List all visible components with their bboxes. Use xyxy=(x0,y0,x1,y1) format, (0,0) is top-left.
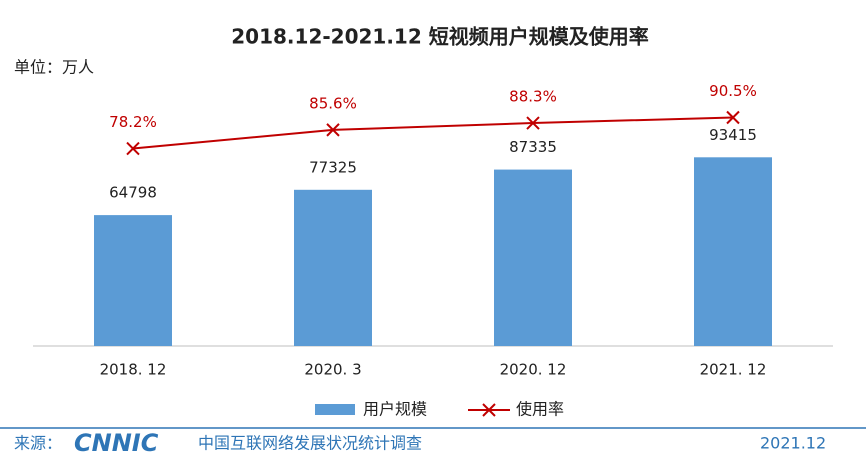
x-tick-label: 2020. 12 xyxy=(500,361,567,379)
bar-value-label: 93415 xyxy=(709,126,757,144)
rate-marker xyxy=(326,123,340,137)
source-label: 来源： xyxy=(14,434,62,453)
x-tick-label: 2018. 12 xyxy=(100,361,167,379)
bar xyxy=(94,215,172,346)
bar xyxy=(294,189,372,346)
rate-marker xyxy=(526,116,540,130)
x-tick-label: 2020. 3 xyxy=(304,361,361,379)
bar-value-label: 77325 xyxy=(309,158,357,176)
x-tick-label: 2021. 12 xyxy=(700,361,767,379)
bar-value-label: 64798 xyxy=(109,184,157,202)
chart-title: 2018.12-2021.12 短视频用户规模及使用率 xyxy=(231,25,648,49)
legend-marker xyxy=(482,403,496,417)
source-logo: CNNIC xyxy=(74,429,159,457)
rate-value-label: 85.6% xyxy=(309,94,357,112)
rate-line xyxy=(132,116,734,150)
rate-value-label: 90.5% xyxy=(709,82,757,100)
footer-date: 2021.12 xyxy=(760,434,826,453)
rate-value-label: 88.3% xyxy=(509,88,557,106)
unit-label: 单位：万人 xyxy=(14,58,94,77)
legend-label: 用户规模 xyxy=(363,400,427,419)
bar xyxy=(694,157,772,346)
rate-value-label: 78.2% xyxy=(109,113,157,131)
bar-value-label: 87335 xyxy=(509,138,557,156)
source-text: 中国互联网络发展状况统计调查 xyxy=(198,434,422,453)
rate-marker xyxy=(126,141,140,156)
bar xyxy=(494,169,572,346)
legend-label: 使用率 xyxy=(516,400,564,419)
legend-swatch xyxy=(315,404,355,415)
rate-marker xyxy=(726,110,740,125)
